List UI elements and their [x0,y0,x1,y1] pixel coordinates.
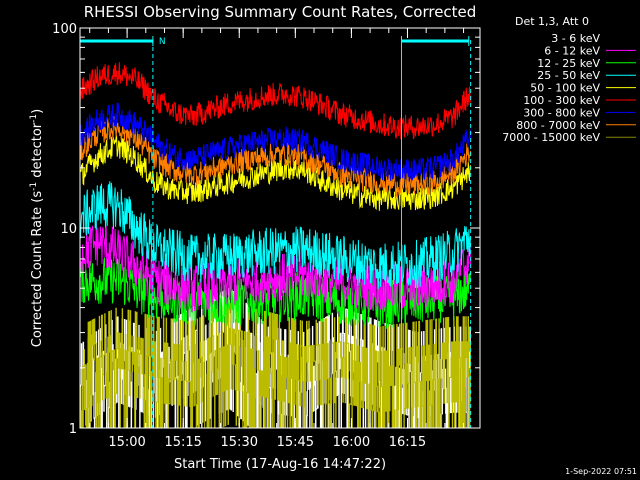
y-axis-label-sup1: -1 [29,182,39,191]
legend-label-3: 25 - 50 keV [537,69,600,82]
axis-layer: 15:00 15:15 15:30 15:45 16:00 16:15 1 10 100 [52,22,480,450]
x-tick-label-5: 16:15 [389,435,426,450]
legend-label-1: 6 - 12 keV [544,44,600,57]
y-axis-label: Corrected Count Rate (s-1 detector-1) [29,109,45,347]
flag-label: N [159,37,166,47]
y-axis-label-sup2: -1 [29,114,39,123]
x-tick-label-2: 15:30 [221,435,258,450]
x-tick-label-1: 15:15 [164,435,201,450]
series-line-8 [79,62,471,140]
legend-label-8: 7000 - 15000 keV [502,131,600,144]
x-tick-label-0: 15:00 [108,435,145,450]
x-axis-label: Start Time (17-Aug-16 14:47:22) [174,457,386,472]
series-line-3 [79,222,471,313]
series-line-5 [79,135,471,211]
series-line-6 [79,115,471,199]
overlay-layer: N [79,36,472,428]
legend-label-4: 50 - 100 keV [530,82,600,95]
legend-label-6: 300 - 800 keV [523,106,600,119]
series-line-1 [79,303,471,429]
series-line-7 [79,102,471,182]
footer-timestamp: 1-Sep-2022 07:51 [565,467,637,476]
chart-title: RHESSI Observing Summary Count Rates, Co… [84,3,477,21]
y-axis-label-mid: detector [30,122,45,182]
data-layer [79,62,471,429]
legend-label-2: 12 - 25 keV [537,57,600,70]
legend-label-5: 100 - 300 keV [523,94,600,107]
legend-label-7: 800 - 7000 keV [516,119,600,132]
y-tick-label-0: 1 [69,422,77,437]
y-tick-label-1: 10 [60,222,77,237]
y-axis-label-end: ) [30,109,45,114]
y-tick-label-2: 100 [52,22,77,37]
legend-label-0: 3 - 6 keV [551,32,600,45]
series-line-2 [79,256,471,329]
x-tick-label-3: 15:45 [277,435,314,450]
x-tick-label-4: 16:00 [333,435,370,450]
y-axis-label-main: Corrected Count Rate (s [30,191,45,348]
series-line-4 [79,181,471,289]
legend-header: Det 1,3, Att 0 [515,15,589,28]
